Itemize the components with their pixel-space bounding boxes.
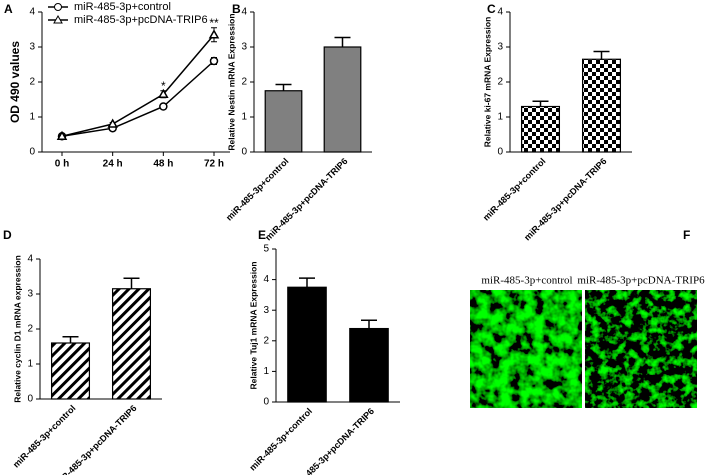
bar (349, 327, 389, 403)
x-tick-label: 72 h (204, 159, 224, 170)
y-tick-label: 1 (27, 359, 33, 370)
y-tick-label: 4 (241, 7, 247, 18)
panel-label: A (4, 2, 13, 16)
error-bar (275, 83, 292, 91)
point-marker (56, 130, 68, 140)
y-axis-label: Relative Tuj1 mRNA Expression (248, 261, 258, 389)
y-tick-label: 2 (497, 77, 503, 88)
point-marker (158, 88, 169, 98)
legend-marker (53, 14, 63, 24)
x-tick-label: miR-485-3p+control (11, 403, 78, 470)
image-caption: miR-485-3p+pcDNA-TRIP6 (577, 275, 705, 287)
error-bar (334, 36, 351, 47)
y-tick-label: 2 (241, 77, 247, 88)
panel-label: C (487, 2, 496, 16)
series-line (61, 60, 215, 137)
bar (264, 90, 303, 153)
panel-label: B (232, 2, 241, 16)
legend-label: miR-485-3p+control (74, 1, 171, 13)
bar (287, 286, 327, 403)
image-caption: miR-485-3p+control (481, 275, 572, 287)
y-tick-label: 1 (497, 112, 503, 123)
bar (520, 105, 561, 153)
y-tick-label: 0 (29, 147, 35, 158)
y-tick-label: 3 (497, 42, 503, 53)
panel-label: D (3, 228, 12, 242)
point-marker (208, 29, 220, 39)
y-tick-label: 2 (29, 77, 35, 88)
error-bar (532, 100, 549, 107)
y-tick-label: 1 (263, 366, 269, 377)
y-tick-label: 5 (263, 244, 269, 255)
y-tick-label: 3 (263, 305, 269, 316)
y-tick-label: 0 (241, 147, 247, 158)
x-tick-label: 0 h (55, 159, 69, 170)
legend-label: miR-485-3p+pcDNA-TRIP6 (74, 14, 208, 26)
x-tick-label: 48 h (153, 159, 173, 170)
y-tick-label: 3 (241, 42, 247, 53)
error-bar (299, 277, 315, 288)
legend-marker (54, 3, 62, 11)
bar (111, 288, 152, 400)
y-tick-label: 0 (27, 394, 33, 405)
error-bar (361, 319, 377, 329)
y-tick-label: 2 (263, 335, 269, 346)
point-marker (159, 102, 168, 111)
bar (50, 342, 91, 400)
y-axis-label: Relative cyclin D1 mRNA expression (12, 255, 22, 403)
y-tick-label: 1 (29, 112, 35, 123)
bar (581, 58, 622, 153)
error-bar (62, 335, 79, 343)
y-tick-label: 0 (497, 147, 503, 158)
y-tick-label: 3 (27, 289, 33, 300)
micrograph (585, 290, 697, 408)
error-bar (593, 50, 610, 60)
panel-label: E (258, 228, 266, 242)
panel-f: F miR-485-3p+control miR-485-3p+pcDNA-TR… (470, 228, 705, 408)
y-tick-label: 2 (27, 324, 33, 335)
x-tick-label: miR-485-3p+control (481, 156, 548, 223)
bar (323, 46, 362, 153)
y-tick-label: 1 (241, 112, 247, 123)
y-axis-label: OD 490 values (8, 41, 22, 123)
x-tick-label: miR-485-3p+control (224, 156, 291, 223)
y-tick-label: 4 (29, 7, 35, 18)
y-tick-label: 0 (263, 397, 269, 408)
series-line (61, 34, 215, 137)
panel-label: F (683, 228, 690, 242)
micrograph (470, 290, 582, 408)
error-bar (123, 277, 140, 289)
y-tick-label: 4 (27, 254, 33, 265)
y-axis-label: Relative ki-67 mRNA Expression (482, 17, 492, 148)
point-marker (209, 56, 219, 66)
x-tick-label: 24 h (103, 159, 123, 170)
point-marker (107, 118, 118, 128)
y-tick-label: 4 (497, 7, 503, 18)
annotation: ** (209, 16, 219, 30)
x-tick-label: miR-485-3p+control (247, 406, 314, 473)
annotation: * (161, 79, 166, 93)
y-axis-label: Relative Nestin mRNA Expression (226, 13, 236, 150)
y-tick-label: 4 (263, 274, 269, 285)
y-tick-label: 3 (29, 42, 35, 53)
